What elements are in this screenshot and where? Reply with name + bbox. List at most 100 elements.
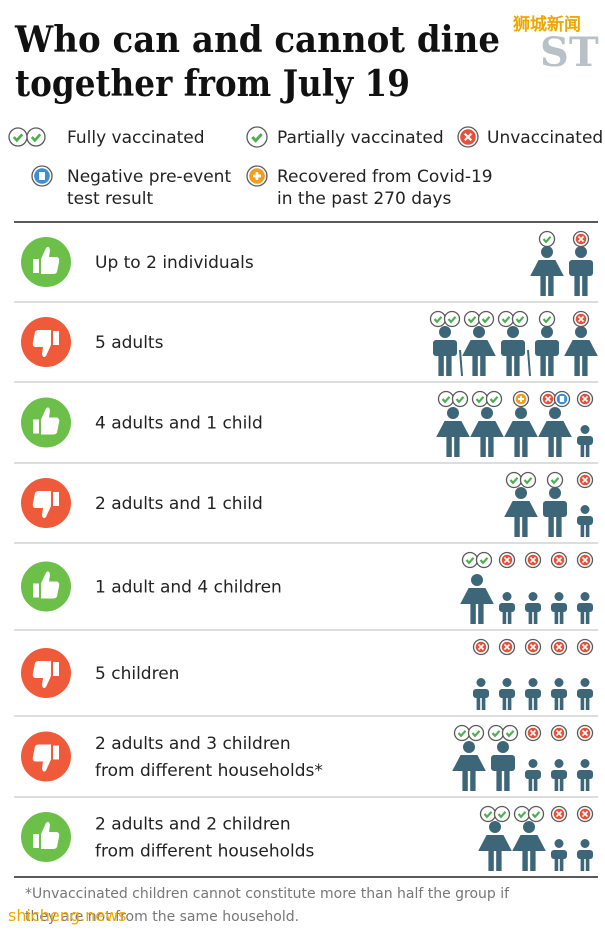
- badge: [26, 127, 46, 147]
- leg: [554, 698, 559, 710]
- leg: [548, 276, 554, 296]
- head: [580, 759, 590, 768]
- head: [554, 759, 564, 768]
- x: [544, 395, 552, 403]
- cuff: [33, 834, 39, 848]
- row: 5 adults: [14, 310, 598, 383]
- cuff: [53, 745, 59, 760]
- head: [471, 574, 483, 586]
- dress: [504, 421, 538, 437]
- head: [515, 487, 527, 499]
- hand: [32, 491, 51, 519]
- check: [471, 730, 481, 738]
- leg: [580, 612, 585, 624]
- torso: [577, 603, 593, 612]
- leg: [574, 356, 580, 376]
- badge: [485, 390, 503, 408]
- head: [447, 407, 459, 419]
- cane: [459, 349, 463, 377]
- leg: [548, 356, 554, 376]
- torso: [577, 850, 593, 859]
- row-label: Up to 2 individuals: [95, 253, 254, 273]
- torso: [569, 260, 593, 276]
- head: [502, 678, 512, 687]
- x: [581, 556, 589, 564]
- check: [433, 316, 443, 324]
- torso: [535, 340, 559, 356]
- check: [489, 396, 499, 404]
- head: [489, 821, 501, 833]
- leg: [504, 771, 510, 791]
- row: Up to 2 individuals: [14, 230, 598, 303]
- leg: [470, 771, 476, 791]
- title-line: together from July 19: [15, 63, 410, 105]
- badge: [511, 310, 529, 328]
- cuff: [53, 331, 59, 345]
- leg: [480, 356, 486, 376]
- x: [529, 643, 537, 651]
- leg: [559, 612, 564, 624]
- head: [528, 678, 538, 687]
- leg: [580, 525, 585, 537]
- badge: [487, 724, 505, 742]
- leg: [481, 698, 486, 710]
- row: 2 adults and 1 child: [14, 471, 598, 544]
- badge: [519, 471, 537, 489]
- head: [580, 839, 590, 848]
- head: [575, 326, 587, 338]
- row: 5 children: [14, 638, 598, 717]
- hand: [41, 246, 60, 274]
- torso: [491, 755, 515, 771]
- thumb: [32, 744, 59, 772]
- x: [503, 643, 511, 651]
- check: [515, 316, 525, 324]
- torso: [499, 603, 515, 612]
- x: [581, 395, 589, 403]
- thumb: [32, 491, 59, 519]
- leg: [446, 356, 452, 376]
- legend-label: Fully vaccinated: [67, 128, 205, 148]
- torso: [433, 340, 457, 356]
- thumb: [33, 821, 60, 849]
- hand: [41, 821, 60, 849]
- footnote: *Unvaccinated children cannot constitute…: [25, 886, 510, 902]
- dress: [564, 340, 598, 356]
- row-label: from different households: [95, 842, 315, 862]
- check: [457, 730, 467, 738]
- torso: [525, 689, 541, 698]
- badge: [8, 127, 28, 147]
- head: [580, 505, 590, 514]
- leg: [585, 445, 590, 457]
- leg: [496, 851, 502, 871]
- badge: [501, 724, 519, 742]
- x: [529, 729, 537, 737]
- legend-label: in the past 270 days: [277, 189, 451, 209]
- leg: [559, 698, 564, 710]
- badge: [513, 805, 531, 823]
- torso: [473, 689, 489, 698]
- head: [580, 425, 590, 434]
- leg: [496, 771, 502, 791]
- row: 1 adult and 4 children: [14, 551, 598, 631]
- dress: [452, 755, 486, 771]
- badge: [429, 310, 447, 328]
- head: [554, 592, 564, 601]
- badge: [437, 390, 455, 408]
- thumb: [33, 407, 60, 435]
- check: [251, 133, 263, 143]
- badge: [493, 805, 511, 823]
- leg: [528, 698, 533, 710]
- x: [581, 643, 589, 651]
- head: [580, 592, 590, 601]
- check: [550, 477, 560, 485]
- row-label: from different households*: [95, 761, 323, 781]
- legend-label: Recovered from Covid-19: [277, 167, 493, 187]
- leg: [488, 437, 494, 457]
- leg: [502, 612, 507, 624]
- logo: ST: [540, 29, 599, 76]
- leg: [580, 859, 585, 871]
- leg: [446, 437, 452, 457]
- dress: [512, 835, 546, 851]
- cuff: [33, 583, 39, 598]
- leg: [502, 698, 507, 710]
